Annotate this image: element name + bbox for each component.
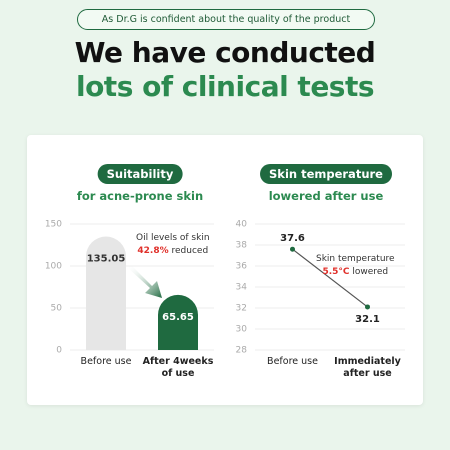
value-label: 32.1: [355, 314, 380, 325]
chart-subtitle: lowered after use: [268, 189, 384, 203]
annotation: Skin temperature 5.5°C lowered: [316, 253, 395, 279]
arrow: [128, 265, 162, 298]
title: lots of clinical tests: [75, 70, 375, 103]
title: We have conducted: [74, 36, 376, 69]
chart-title: Suitability: [97, 164, 183, 184]
y-tick-label: 36: [236, 262, 248, 272]
y-tick-label: 100: [45, 262, 62, 272]
value-label: 37.6: [280, 233, 305, 244]
y-tick-label: 150: [45, 220, 62, 230]
y-tick-label: 30: [236, 325, 248, 335]
badge: As Dr.G is confident about the quality o…: [77, 9, 375, 30]
annotation-text: lowered: [352, 267, 389, 277]
y-tick-label: 28: [236, 346, 248, 356]
point: [365, 304, 370, 310]
chart-title: Skin temperature: [260, 164, 392, 184]
annotation: Oil levels of skin 42.8% reduced: [136, 232, 210, 258]
bar: [86, 236, 126, 350]
y-tick-label: 40: [236, 220, 248, 230]
annotation-text: Skin temperature: [316, 254, 395, 264]
y-tick-label: 50: [51, 304, 63, 314]
chart-subtitle: for acne-prone skin: [76, 189, 204, 203]
bar: [158, 294, 198, 350]
annotation-text: reduced: [171, 246, 209, 256]
x-tick-label: Immediately after use: [334, 356, 401, 379]
annotation-highlight: 42.8%: [137, 246, 169, 256]
line: [292, 248, 368, 308]
x-tick-label: After 4weeks of use: [142, 356, 214, 379]
value-label: 65.65: [162, 312, 194, 323]
y-tick-label: 38: [236, 241, 248, 251]
y-tick-label: 32: [236, 304, 247, 314]
point: [290, 246, 295, 252]
y-tick-label: 0: [56, 346, 62, 356]
annotation-highlight: 5.5°C: [322, 267, 350, 277]
y-tick-label: 34: [236, 283, 248, 293]
x-tick-label: Before use: [80, 356, 132, 367]
annotation-text: Oil levels of skin: [136, 233, 210, 243]
value-label: 135.05: [87, 254, 126, 265]
x-tick-label: Before use: [267, 356, 318, 367]
